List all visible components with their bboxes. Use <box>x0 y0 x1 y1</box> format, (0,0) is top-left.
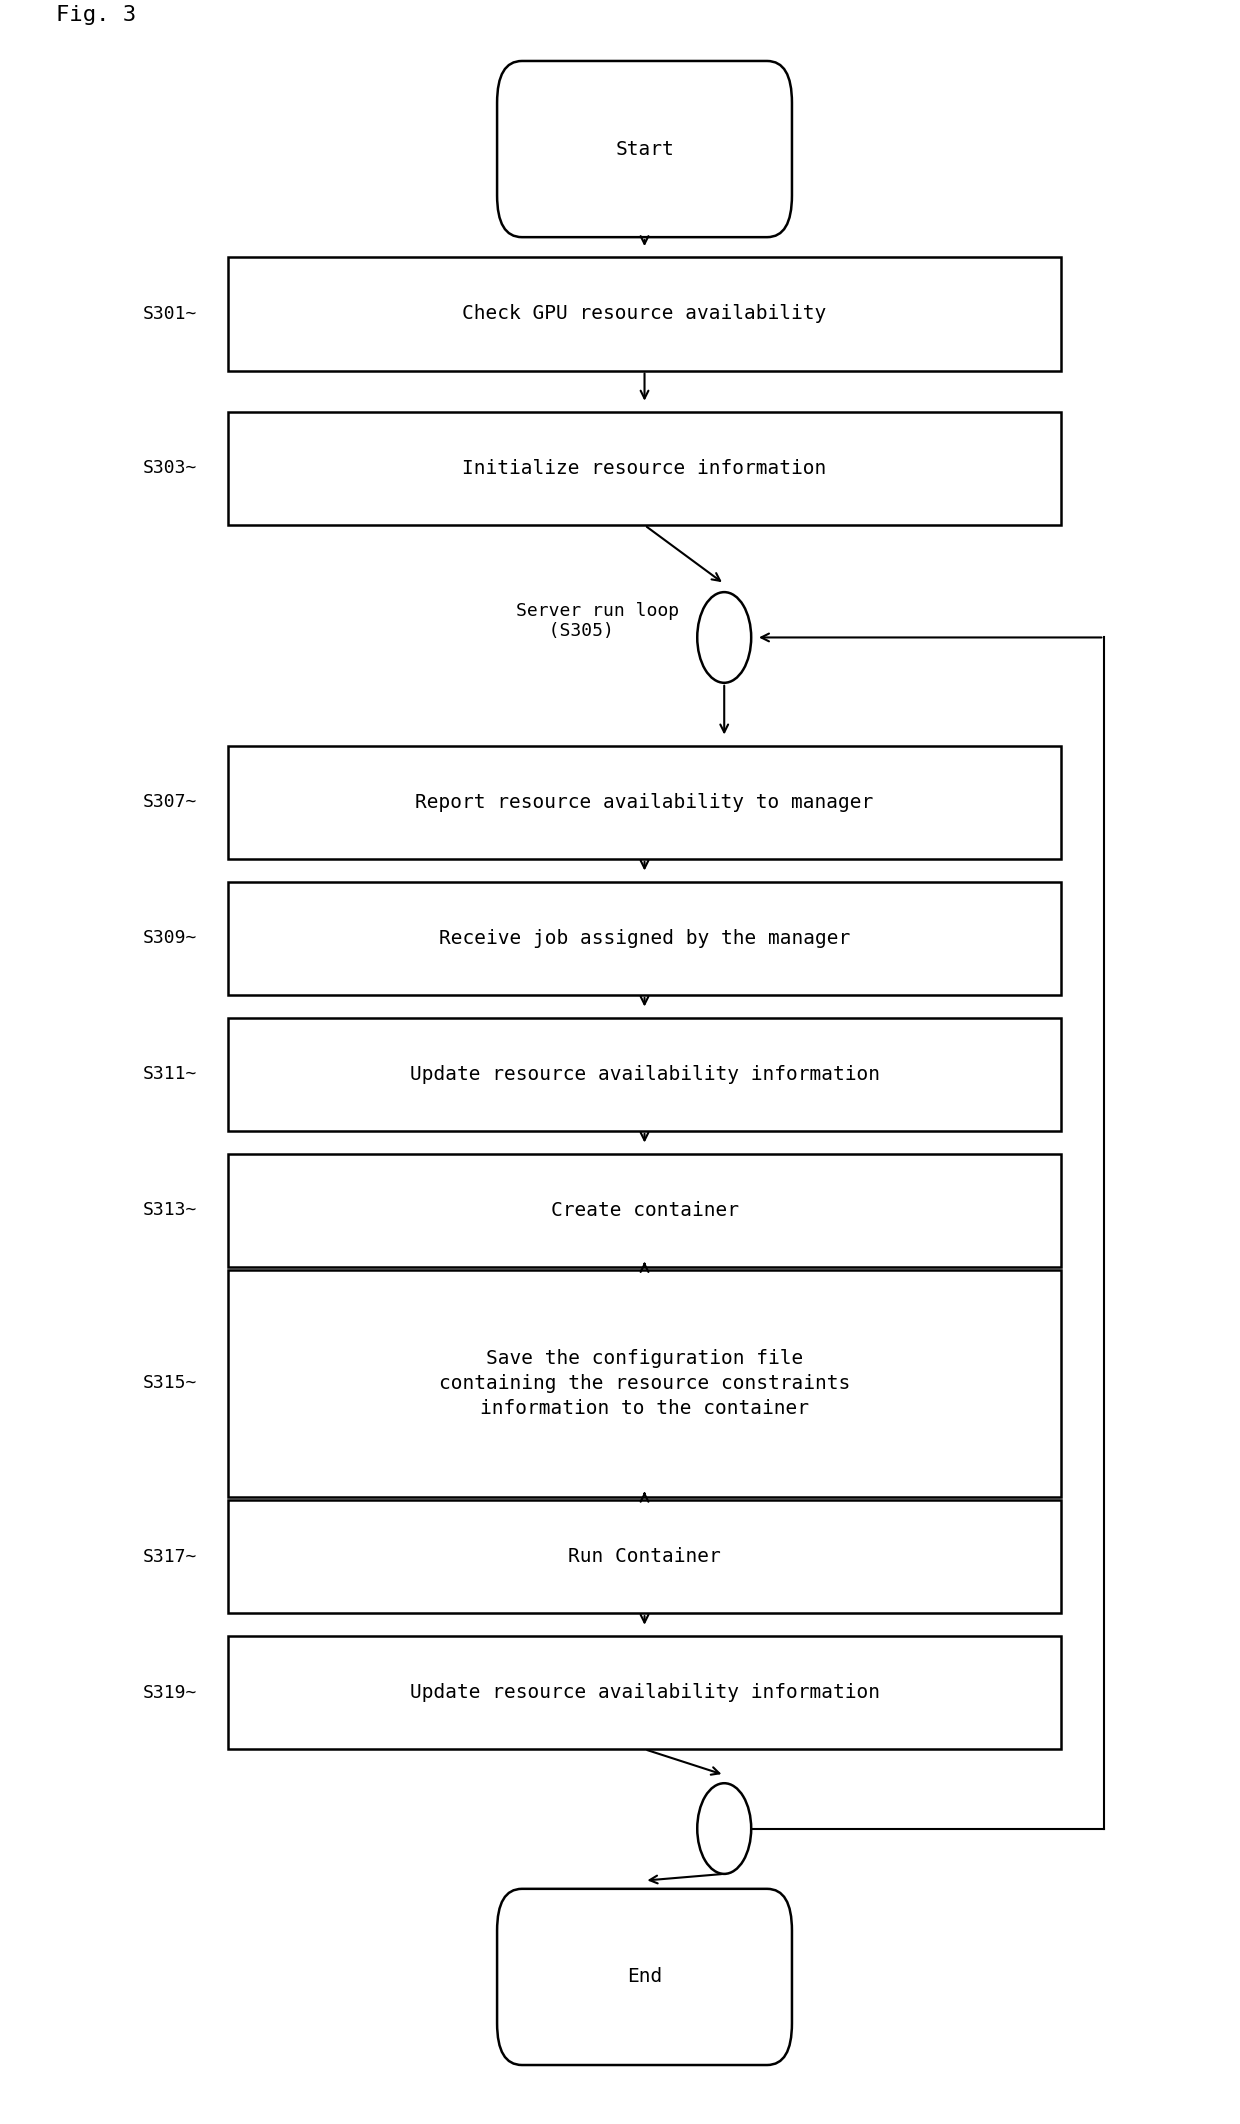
Circle shape <box>697 593 751 682</box>
Text: S319~: S319~ <box>143 1684 197 1701</box>
FancyBboxPatch shape <box>228 1635 1061 1750</box>
FancyBboxPatch shape <box>497 1888 792 2065</box>
Text: S307~: S307~ <box>143 794 197 811</box>
FancyBboxPatch shape <box>228 257 1061 370</box>
FancyBboxPatch shape <box>228 1017 1061 1130</box>
Text: Create container: Create container <box>551 1200 739 1219</box>
FancyBboxPatch shape <box>228 881 1061 994</box>
Text: Start: Start <box>615 140 673 159</box>
Text: Server run loop
   (S305): Server run loop (S305) <box>516 601 678 639</box>
Text: Receive job assigned by the manager: Receive job assigned by the manager <box>439 928 851 947</box>
Text: Run Container: Run Container <box>568 1546 720 1565</box>
Text: S303~: S303~ <box>143 459 197 478</box>
Text: Report resource availability to manager: Report resource availability to manager <box>415 792 874 811</box>
Circle shape <box>697 1784 751 1873</box>
Text: S315~: S315~ <box>143 1374 197 1393</box>
Text: Fig. 3: Fig. 3 <box>56 4 136 25</box>
Text: Update resource availability information: Update resource availability information <box>409 1064 879 1083</box>
FancyBboxPatch shape <box>228 1153 1061 1268</box>
Text: S309~: S309~ <box>143 930 197 947</box>
Text: S313~: S313~ <box>143 1202 197 1219</box>
FancyBboxPatch shape <box>228 746 1061 858</box>
Text: S301~: S301~ <box>143 306 197 323</box>
Text: Check GPU resource availability: Check GPU resource availability <box>463 304 827 323</box>
FancyBboxPatch shape <box>228 1270 1061 1497</box>
Text: Save the configuration file
containing the resource constraints
information to t: Save the configuration file containing t… <box>439 1349 851 1419</box>
Text: S311~: S311~ <box>143 1066 197 1083</box>
FancyBboxPatch shape <box>497 62 792 238</box>
FancyBboxPatch shape <box>228 1500 1061 1614</box>
FancyBboxPatch shape <box>228 412 1061 525</box>
Text: Update resource availability information: Update resource availability information <box>409 1682 879 1701</box>
Text: End: End <box>627 1967 662 1986</box>
Text: Initialize resource information: Initialize resource information <box>463 459 827 478</box>
Text: S317~: S317~ <box>143 1548 197 1565</box>
